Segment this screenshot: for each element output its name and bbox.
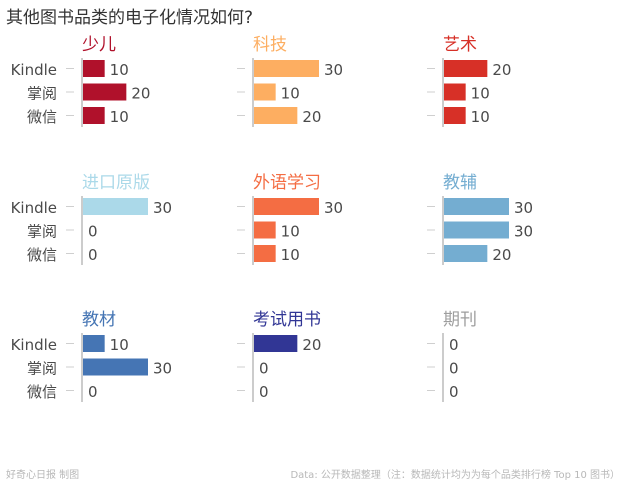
value-label: 20 (492, 61, 511, 79)
value-label: 10 (471, 85, 490, 103)
value-label: 10 (281, 85, 300, 103)
value-label: 10 (281, 246, 300, 264)
value-label: 10 (471, 108, 490, 126)
category-label: Kindle (11, 61, 57, 79)
bar (254, 198, 319, 215)
bar (254, 221, 276, 239)
category-label: 掌阅 (27, 223, 57, 241)
value-label: 30 (324, 61, 343, 79)
bar (254, 60, 319, 77)
value-label: 10 (110, 108, 129, 126)
value-label: 30 (153, 360, 172, 378)
value-label: 30 (514, 199, 533, 217)
bar (444, 245, 488, 262)
category-label: 微信 (27, 108, 57, 126)
value-label: 10 (110, 61, 129, 79)
bar (254, 335, 298, 352)
category-label: Kindle (11, 336, 57, 354)
bar (83, 358, 148, 376)
category-label: Kindle (11, 199, 57, 217)
value-label: 20 (131, 85, 150, 103)
panel-title: 考试用书 (253, 310, 321, 330)
value-label: 0 (88, 246, 98, 264)
bar (83, 198, 148, 215)
chart-title: 其他图书品类的电子化情况如何? (6, 8, 254, 28)
value-label: 0 (88, 223, 98, 241)
category-label: 微信 (27, 383, 57, 401)
value-label: 20 (302, 336, 321, 354)
category-label: 掌阅 (27, 85, 57, 103)
category-label: 微信 (27, 246, 57, 264)
bar (444, 198, 509, 215)
bar (83, 60, 105, 77)
value-label: 20 (492, 246, 511, 264)
value-label: 30 (514, 223, 533, 241)
bar (444, 221, 509, 239)
value-label: 20 (302, 108, 321, 126)
panel-title: 少儿 (82, 35, 116, 55)
bar (254, 107, 298, 124)
value-label: 30 (324, 199, 343, 217)
bar (83, 83, 127, 101)
panel-title: 教辅 (443, 173, 477, 193)
bar (444, 60, 488, 77)
panel-title: 期刊 (443, 310, 477, 330)
bar (83, 335, 105, 352)
data-note: Data: 公开数据整理（注：数据统计均为为每个品类排行榜 Top 10 图书） (290, 470, 620, 481)
source-credit: 好奇心日报 制图 (6, 470, 80, 481)
value-label: 0 (259, 383, 269, 401)
panel-title: 进口原版 (82, 173, 150, 193)
value-label: 10 (281, 223, 300, 241)
panel-title: 教材 (82, 310, 116, 330)
bar (254, 83, 276, 101)
panel-title: 外语学习 (253, 173, 321, 193)
value-label: 0 (449, 383, 459, 401)
bar (444, 107, 466, 124)
value-label: 0 (449, 360, 459, 378)
bar (83, 107, 105, 124)
bar (254, 245, 276, 262)
value-label: 30 (153, 199, 172, 217)
value-label: 0 (449, 336, 459, 354)
value-label: 0 (259, 360, 269, 378)
value-label: 10 (110, 336, 129, 354)
category-label: 掌阅 (27, 360, 57, 378)
bar (444, 83, 466, 101)
panel-title: 艺术 (443, 35, 477, 55)
panel-title: 科技 (253, 35, 287, 55)
value-label: 0 (88, 383, 98, 401)
